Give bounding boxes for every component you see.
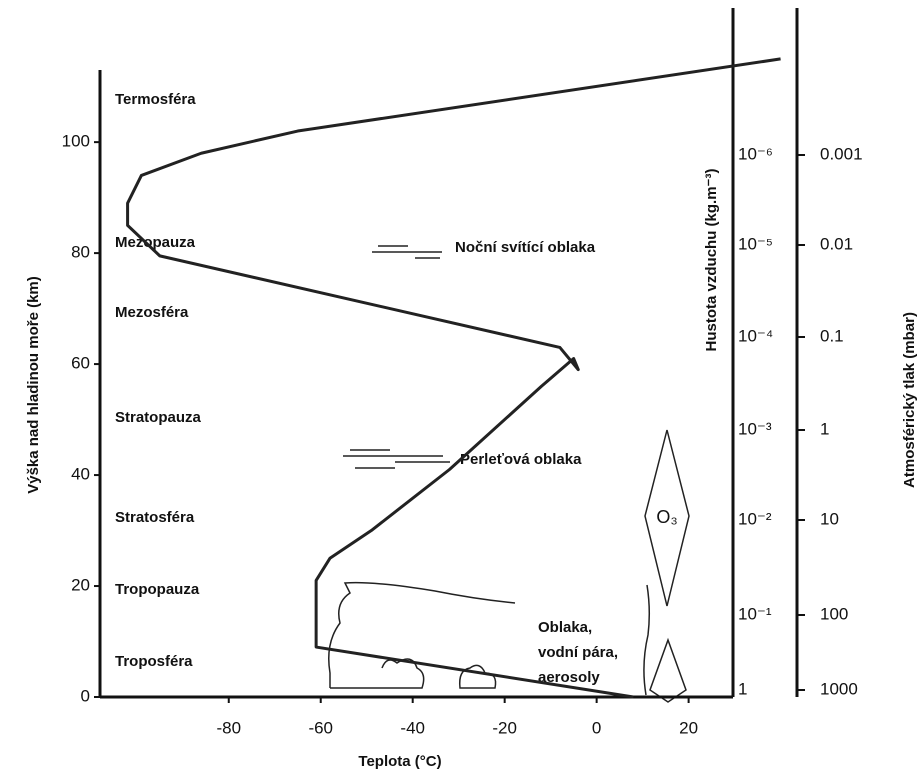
layer-label: Tropopauza [115, 581, 200, 598]
temperature-line [126, 57, 781, 699]
surface-diamond [649, 637, 687, 703]
annotation: O₃ [656, 507, 677, 527]
y-tick-label: 40 [71, 465, 90, 484]
annotation: Oblaka, [538, 619, 592, 636]
pressure-tick-label: 100 [820, 604, 848, 623]
y-axis-title: Výška nad hladinou moře (km) [25, 276, 42, 494]
y-tick-label: 80 [71, 243, 90, 262]
annotation: vodní pára, [538, 644, 618, 661]
x-tick-label: -40 [400, 718, 425, 737]
pressure-axis-title: Atmosférický tlak (mbar) [901, 312, 918, 488]
x-tick-label: 20 [679, 718, 698, 737]
x-axis-title: Teplota (°C) [358, 753, 441, 770]
pressure-tick-label: 0.001 [820, 144, 863, 163]
annotation: Perleťová oblaka [460, 451, 582, 468]
pressure-tick-label: 0.01 [820, 234, 853, 253]
layer-label: Mezopauza [115, 234, 196, 251]
pressure-tick-label: 1000 [820, 679, 858, 698]
pressure-tick-label: 10 [820, 509, 839, 528]
vapor-line [643, 584, 651, 696]
noctilucent-cloud [372, 245, 442, 259]
layer-label: Stratosféra [115, 509, 195, 526]
density-tick-label: 10⁻¹ [738, 604, 772, 623]
nacreous-cloud [343, 449, 450, 469]
layer-label: Stratopauza [115, 409, 202, 426]
y-tick-label: 60 [71, 354, 90, 373]
ozone-diamond [644, 429, 690, 607]
layer-label: Termosféra [115, 91, 196, 108]
x-tick-label: -80 [216, 718, 241, 737]
density-tick-label: 10⁻³ [738, 419, 772, 438]
layer-label: Mezosféra [115, 304, 189, 321]
density-tick-label: 10⁻⁵ [738, 234, 773, 253]
annotation: Noční svítící oblaka [455, 239, 596, 256]
pressure-tick-label: 0.1 [820, 326, 844, 345]
small-cloud [458, 664, 497, 689]
layer-label: Troposféra [115, 653, 193, 670]
density-tick-label: 1 [738, 679, 747, 698]
cumulus-cloud [328, 581, 516, 689]
density-tick-label: 10⁻² [738, 509, 772, 528]
x-tick-label: 0 [592, 718, 601, 737]
annotation: aerosoly [538, 669, 600, 686]
density-tick-label: 10⁻⁴ [738, 326, 773, 345]
x-tick-label: -60 [308, 718, 333, 737]
decorations [328, 245, 690, 703]
pressure-tick-label: 1 [820, 419, 829, 438]
y-tick-label: 20 [71, 576, 90, 595]
density-tick-label: 10⁻⁶ [738, 144, 773, 163]
y-tick-label: 100 [62, 132, 90, 151]
y-tick-label: 0 [81, 686, 90, 705]
x-tick-label: -20 [492, 718, 517, 737]
density-axis-title: Hustota vzduchu (kg.m⁻³) [703, 169, 720, 352]
